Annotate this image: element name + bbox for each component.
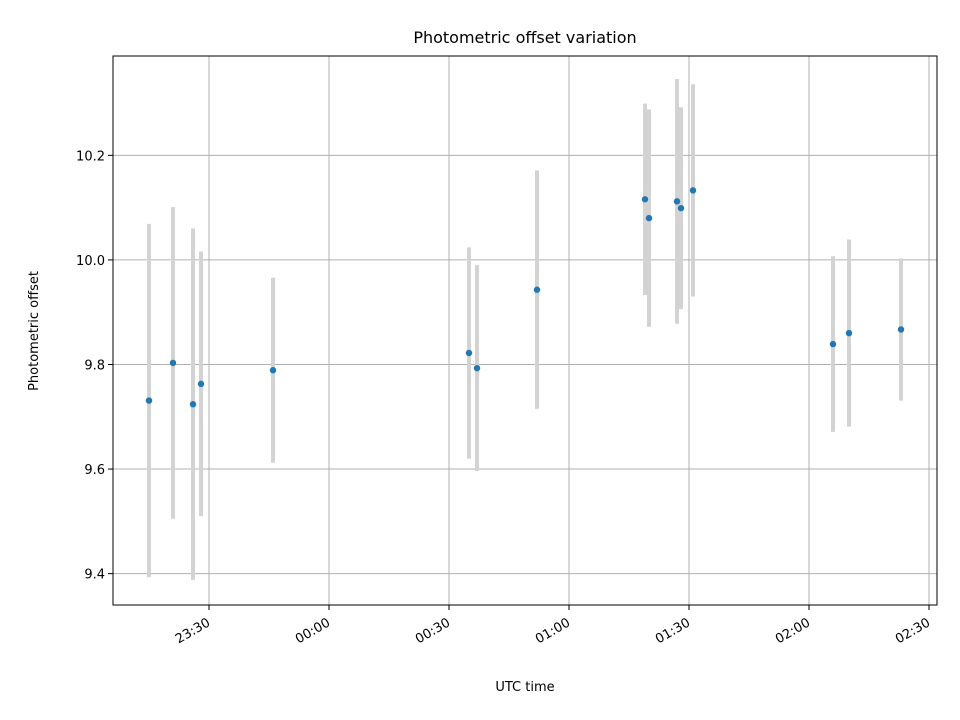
y-axis-ticks: 9.4 9.6 9.8 10.0 10.2 (76, 149, 113, 583)
chart-title: Photometric offset variation (413, 28, 636, 47)
x-tick-label: 01:30 (653, 615, 693, 647)
data-point (533, 286, 541, 293)
y-tick-label: 10.2 (76, 149, 105, 164)
x-tick-label: 23:30 (173, 615, 213, 647)
data-point (829, 340, 837, 348)
x-axis-label: UTC time (495, 680, 554, 695)
x-tick-label: 00:30 (413, 615, 453, 647)
y-axis-label: Photometric offset (27, 271, 42, 391)
data-point (269, 367, 277, 374)
data-point (897, 326, 905, 333)
data-point (197, 380, 205, 388)
x-tick-label: 00:00 (293, 615, 333, 647)
data-point (189, 401, 197, 408)
data-points (145, 187, 905, 408)
x-tick-label: 02:00 (773, 615, 813, 647)
x-axis-ticks: 23:30 00:00 00:30 01:00 01:30 02:00 02:30 (173, 605, 933, 647)
data-point (673, 198, 681, 205)
data-point (145, 397, 153, 404)
grid-lines (113, 56, 937, 605)
data-point (473, 364, 481, 372)
data-point (465, 349, 473, 357)
data-point (645, 214, 653, 222)
plot-frame (112, 55, 938, 606)
data-point (689, 187, 697, 194)
y-tick-label: 10.0 (76, 254, 105, 269)
error-bars (147, 79, 903, 580)
y-tick-label: 9.4 (84, 568, 105, 583)
data-point (845, 329, 853, 337)
x-tick-label: 02:30 (893, 615, 933, 647)
y-tick-label: 9.8 (84, 358, 105, 373)
data-point (641, 196, 649, 203)
x-tick-label: 01:00 (533, 615, 573, 647)
data-point (169, 359, 177, 367)
data-point (677, 204, 685, 212)
y-tick-label: 9.6 (84, 463, 105, 478)
